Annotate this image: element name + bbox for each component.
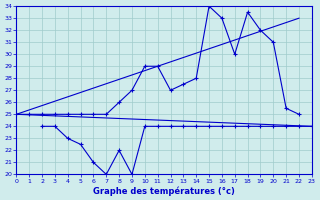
- X-axis label: Graphe des températures (°c): Graphe des températures (°c): [93, 186, 235, 196]
